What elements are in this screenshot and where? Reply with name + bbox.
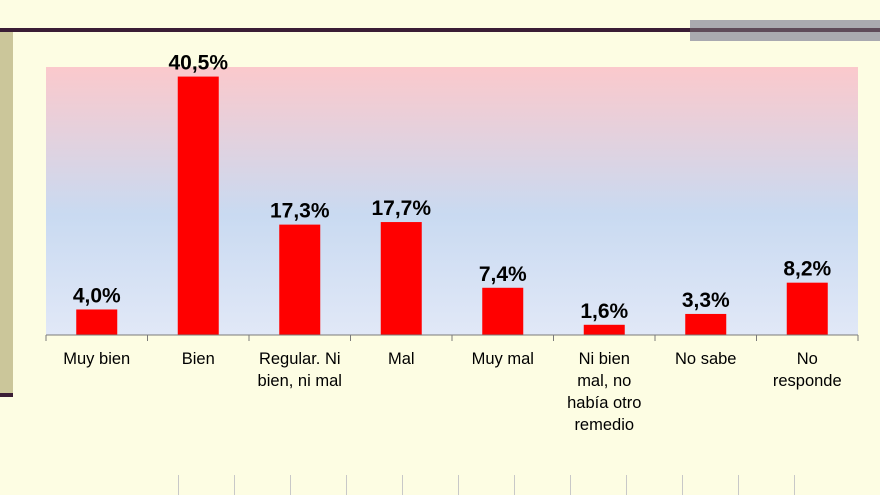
category-label: No sabe [675,350,736,368]
bar-value-label: 1,6% [580,300,628,323]
bar [583,324,625,335]
bar-value-label: 8,2% [783,258,831,281]
category-label: Ni bien mal, no había otro remedio [567,350,641,434]
side-strip-base [0,393,13,397]
x-ticks-group [45,335,859,341]
bar [76,309,118,335]
value-labels-group: 4,0% 40,5% 17,3% 17,7% 7,4% 1,6% 3,3% 8,2% [73,52,832,323]
bar [685,313,727,335]
bar-value-label: 17,3% [270,200,330,223]
category-labels-group: Muy bien Bien Regular. Ni bien, ni mal Mal Mu… [63,350,841,434]
bar [380,222,422,335]
bar-value-label: 40,5% [168,52,228,75]
category-label: Bien [182,350,215,368]
bar [279,224,321,335]
bar [786,282,828,335]
plot-area [46,67,858,335]
category-label: No responde [773,350,842,390]
bottom-marks [0,470,880,495]
category-label: Muy mal [472,350,534,368]
bar [177,76,219,336]
side-strip [0,32,13,395]
category-label: Regular. Ni bien, ni mal [258,350,342,390]
bar-value-label: 7,4% [479,263,527,286]
bar-value-label: 4,0% [73,284,121,307]
bar-value-label: 17,7% [371,197,431,220]
header-accent-line [690,28,880,32]
category-label: Muy bien [63,350,130,368]
bar-value-label: 3,3% [682,289,730,312]
category-label: Mal [388,350,415,368]
bar [482,287,524,335]
bars-group [76,76,828,336]
top-rule [0,28,880,32]
